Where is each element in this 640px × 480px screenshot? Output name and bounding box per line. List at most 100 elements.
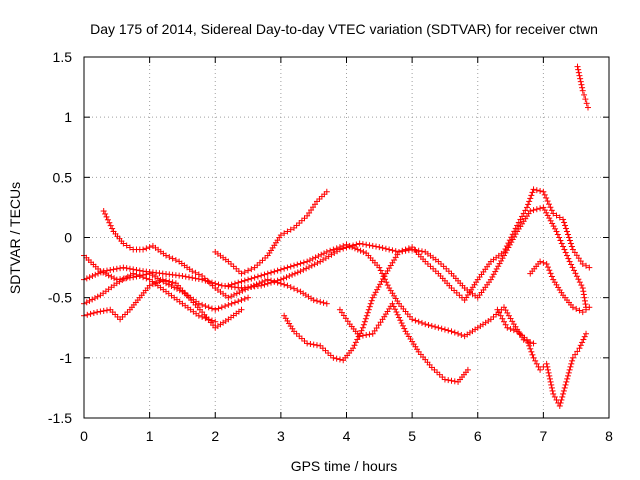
data-point — [579, 84, 586, 91]
data-point — [130, 266, 137, 273]
data-point — [497, 312, 504, 319]
data-point — [360, 321, 367, 328]
data-point — [169, 255, 176, 262]
data-point — [401, 325, 408, 332]
data-point — [271, 278, 278, 285]
y-tick-label: -0.5 — [48, 290, 72, 306]
data-point — [580, 291, 587, 298]
data-point — [368, 297, 375, 304]
data-point — [415, 318, 422, 325]
data-point — [83, 299, 90, 306]
data-point — [399, 322, 406, 329]
data-point — [90, 310, 97, 317]
y-tick-label: 0.5 — [53, 169, 73, 185]
data-point — [558, 396, 565, 403]
data-point — [113, 265, 120, 272]
data-point — [172, 257, 179, 264]
data-point — [89, 296, 96, 303]
data-point — [544, 366, 551, 373]
data-point — [87, 310, 94, 317]
data-point — [566, 366, 573, 373]
data-point — [306, 257, 313, 264]
series-track-7 — [225, 241, 537, 347]
data-point — [492, 268, 499, 275]
data-point — [95, 270, 102, 277]
data-point — [306, 264, 312, 271]
data-point — [564, 228, 570, 235]
x-tick-label: 5 — [408, 428, 416, 444]
data-point — [166, 278, 173, 285]
data-point — [557, 237, 564, 244]
data-point — [490, 271, 497, 278]
data-point — [376, 244, 383, 251]
data-point — [576, 279, 583, 286]
data-point — [208, 305, 215, 312]
data-point — [218, 304, 225, 311]
data-point — [264, 280, 271, 287]
data-point — [239, 287, 246, 294]
data-point — [441, 376, 448, 383]
data-point — [297, 268, 304, 275]
data-point — [441, 326, 448, 333]
data-point — [377, 281, 384, 288]
data-point — [261, 271, 268, 278]
data-point — [212, 306, 219, 313]
data-point — [556, 402, 563, 409]
data-point — [546, 215, 553, 222]
data-point — [189, 274, 196, 281]
y-tick-label: 1 — [64, 109, 72, 125]
data-point — [389, 300, 396, 307]
data-point — [451, 329, 458, 336]
data-point — [543, 260, 550, 267]
data-point — [258, 272, 265, 279]
data-point — [579, 260, 586, 267]
data-point — [575, 66, 582, 73]
data-point — [565, 369, 572, 376]
data-point — [561, 219, 568, 226]
data-point — [321, 250, 327, 257]
data-point — [140, 274, 147, 281]
data-point — [402, 246, 409, 253]
y-tick-label: -1.5 — [48, 410, 72, 426]
data-point — [581, 91, 588, 98]
data-point — [108, 273, 115, 280]
data-point — [363, 331, 370, 338]
data-point — [392, 306, 399, 313]
data-point — [577, 75, 584, 82]
data-point — [146, 244, 153, 251]
data-point — [291, 270, 298, 277]
data-point — [412, 317, 419, 324]
data-point — [572, 270, 579, 277]
y-axis-label: SDTVAR / TECUs — [7, 182, 23, 294]
data-point — [541, 207, 548, 214]
data-point — [235, 298, 242, 305]
data-point — [169, 279, 176, 286]
data-point — [123, 265, 130, 272]
data-points — [81, 63, 593, 409]
data-point — [363, 312, 370, 319]
data-point — [231, 299, 238, 306]
data-point — [566, 258, 573, 265]
data-point — [579, 339, 586, 346]
data-point — [583, 262, 590, 269]
data-point — [367, 300, 374, 307]
data-point — [94, 309, 101, 316]
data-point — [435, 324, 442, 331]
data-point — [291, 285, 297, 292]
data-point — [493, 265, 500, 272]
data-point — [515, 219, 522, 226]
data-point — [228, 293, 235, 300]
data-point — [563, 378, 570, 385]
data-point — [396, 314, 402, 321]
data-point — [356, 333, 363, 340]
data-point — [537, 205, 544, 212]
data-point — [523, 336, 530, 343]
data-point — [564, 252, 570, 259]
data-point — [313, 342, 320, 349]
data-point — [126, 244, 133, 251]
data-point — [565, 255, 572, 262]
data-point — [143, 245, 150, 252]
data-point — [546, 375, 553, 382]
data-point — [202, 303, 209, 310]
data-point — [540, 259, 547, 266]
